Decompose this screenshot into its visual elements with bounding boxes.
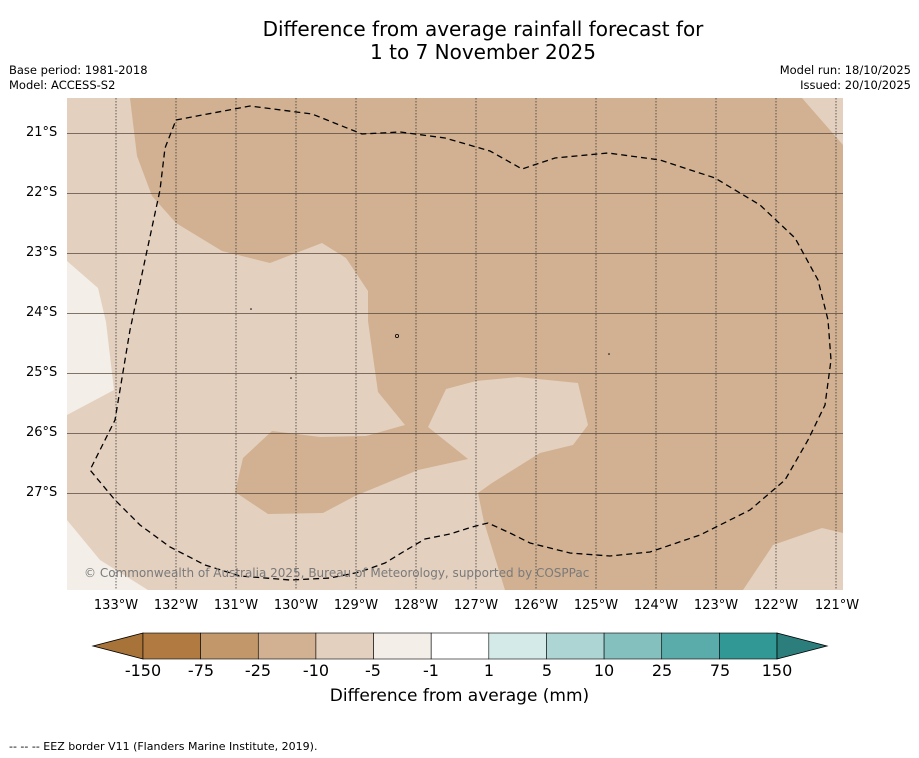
lon-label: 132°W xyxy=(153,598,199,613)
colorbar-segment xyxy=(373,632,432,660)
meridians xyxy=(115,98,837,590)
colorbar-segment xyxy=(603,632,663,660)
lon-label: 127°W xyxy=(453,598,499,613)
colorbar-tick-label: -150 xyxy=(124,661,162,680)
colorbar-tick-label: -1 xyxy=(423,661,439,680)
colorbar-tick-label: -10 xyxy=(302,661,330,680)
island-marker xyxy=(394,333,399,338)
meta-left: Base period: 1981-2018 Model: ACCESS-S2 xyxy=(9,63,148,93)
colorbar-tick-label: 10 xyxy=(593,661,615,680)
colorbar-tick-label: 1 xyxy=(483,661,495,680)
colorbar-segment xyxy=(200,632,259,660)
lon-label: 122°W xyxy=(753,598,799,613)
colorbar-tick-label: 150 xyxy=(761,661,793,680)
chart-title: Difference from average rainfall forecas… xyxy=(0,18,919,64)
lon-label: 130°W xyxy=(273,598,319,613)
map-area xyxy=(67,98,843,590)
region-dry-main xyxy=(112,98,843,590)
region-light-left xyxy=(67,261,114,415)
title-line-1: Difference from average rainfall forecas… xyxy=(262,17,704,41)
colorbar-title: Difference from average (mm) xyxy=(329,686,590,706)
lon-label: 123°W xyxy=(693,598,739,613)
lon-label: 131°W xyxy=(213,598,259,613)
graticule xyxy=(67,133,843,494)
copyright-text: © Commonwealth of Australia 2025, Bureau… xyxy=(84,566,590,580)
lat-label: 23°S xyxy=(26,245,58,260)
colorbar-tick-label: -5 xyxy=(365,661,381,680)
lon-label: 133°W xyxy=(93,598,139,613)
island-marker xyxy=(250,308,252,310)
lon-label: 124°W xyxy=(633,598,679,613)
meta-right: Model run: 18/10/2025 Issued: 20/10/2025 xyxy=(780,63,911,93)
colorbar-segment xyxy=(142,632,201,660)
base-period: Base period: 1981-2018 xyxy=(9,63,148,77)
eez-footnote: -- -- -- EEZ border V11 (Flanders Marine… xyxy=(9,740,318,753)
lon-label: 128°W xyxy=(393,598,439,613)
colorbar-tick-label: 25 xyxy=(651,661,673,680)
colorbar-segment xyxy=(488,632,547,660)
lat-label: 22°S xyxy=(26,185,58,200)
lon-label: 129°W xyxy=(333,598,379,613)
region-light-bottom xyxy=(67,520,148,590)
colorbar-tick-label: 75 xyxy=(709,661,731,680)
model-name: Model: ACCESS-S2 xyxy=(9,78,116,92)
lon-label: 121°W xyxy=(814,598,860,613)
lon-label: 126°W xyxy=(513,598,559,613)
colorbar-arrow-right xyxy=(776,632,829,660)
colorbar-segment xyxy=(661,632,720,660)
lon-label: 125°W xyxy=(573,598,619,613)
model-run: Model run: 18/10/2025 xyxy=(779,63,911,77)
island-marker xyxy=(608,353,610,355)
colorbar-segment xyxy=(257,632,317,660)
eez-border xyxy=(89,105,832,581)
island-marker xyxy=(290,377,292,379)
colorbar-segments xyxy=(142,632,778,660)
issued-date: Issued: 20/10/2025 xyxy=(800,78,911,92)
lat-label: 26°S xyxy=(26,425,58,440)
colorbar-tick-label: -75 xyxy=(187,661,215,680)
lat-label: 21°S xyxy=(26,125,58,140)
lat-label: 24°S xyxy=(26,305,58,320)
lat-label: 27°S xyxy=(26,485,58,500)
lat-label: 25°S xyxy=(26,365,58,380)
colorbar-arrow-left xyxy=(91,632,144,660)
colorbar-segment xyxy=(546,632,605,660)
colorbar-tick-label: -25 xyxy=(244,661,272,680)
colorbar-segment xyxy=(430,632,490,660)
colorbar-segment xyxy=(315,632,374,660)
colorbar-segment xyxy=(719,632,778,660)
title-line-2: 1 to 7 November 2025 xyxy=(370,40,596,64)
colorbar xyxy=(91,632,829,660)
colorbar-tick-label: 5 xyxy=(541,661,553,680)
